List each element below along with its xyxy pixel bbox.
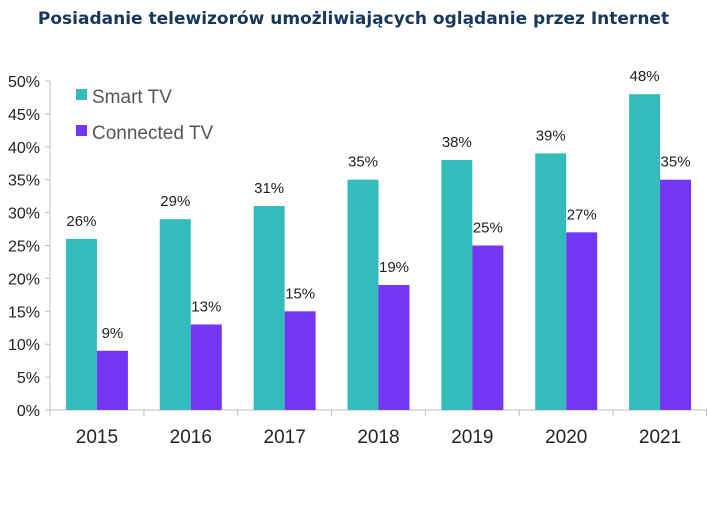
bar-connected-tv-2019 (472, 245, 504, 410)
legend-label: Smart TV (92, 87, 172, 108)
bar-connected-tv-2015 (96, 350, 128, 410)
data-label: 29% (160, 193, 190, 210)
bar-smart-tv-2019 (441, 159, 473, 410)
y-tick-label: 0% (17, 403, 40, 420)
bar-smart-tv-2016 (159, 219, 191, 410)
data-label: 48% (630, 68, 660, 85)
x-tick-label: 2020 (545, 427, 587, 448)
data-label: 31% (254, 180, 284, 197)
data-label: 27% (567, 206, 597, 223)
legend-swatch (76, 125, 87, 136)
legend-swatch (76, 89, 87, 100)
data-label: 15% (285, 285, 315, 302)
y-tick-label: 25% (8, 239, 40, 256)
x-tick-label: 2017 (264, 427, 306, 448)
bar-connected-tv-2020 (566, 232, 598, 410)
bar-smart-tv-2021 (629, 94, 661, 410)
bar-smart-tv-2015 (65, 238, 97, 410)
data-label: 39% (536, 127, 566, 144)
y-tick-label: 5% (17, 370, 40, 387)
x-tick-label: 2021 (639, 427, 681, 448)
y-tick-label: 40% (8, 140, 40, 157)
x-tick-label: 2019 (451, 427, 493, 448)
bar-connected-tv-2018 (378, 284, 410, 410)
chart-title: Posiadanie telewizorów umożliwiających o… (37, 9, 670, 29)
y-tick-label: 50% (8, 74, 40, 91)
bar-smart-tv-2018 (347, 179, 379, 410)
bar-connected-tv-2016 (190, 324, 222, 410)
data-label: 35% (348, 154, 378, 171)
bar-smart-tv-2017 (253, 206, 285, 410)
data-label: 25% (473, 220, 503, 237)
legend: Smart TV Connected TV (76, 87, 213, 144)
x-tick-label: 2018 (357, 427, 399, 448)
x-tick-label: 2016 (170, 427, 212, 448)
y-tick-label: 10% (8, 337, 40, 354)
bars (65, 94, 692, 410)
x-tick-label: 2015 (76, 427, 118, 448)
data-labels: 26% 9% 29% 13% 31% 15% 35% 19% 38% 25% 39% 27% 48% 35… (66, 68, 690, 342)
bar-smart-tv-2020 (535, 153, 567, 410)
legend-label: Connected TV (92, 123, 213, 144)
data-label: 26% (66, 213, 96, 230)
y-axis: 0% 5% 10% 15% 20% 25% 30% 35% 40% 45% 50% (8, 74, 51, 420)
y-tick-label: 45% (8, 107, 40, 124)
data-label: 35% (661, 154, 691, 171)
bar-connected-tv-2021 (660, 179, 692, 410)
data-label: 19% (379, 259, 409, 276)
y-tick-label: 20% (8, 271, 40, 288)
data-label: 13% (191, 298, 221, 315)
y-tick-label: 35% (8, 173, 40, 190)
x-axis: 2015 2016 2017 2018 2019 2020 2021 (49, 409, 707, 448)
data-label: 38% (442, 134, 472, 151)
y-tick-label: 15% (8, 304, 40, 321)
bar-connected-tv-2017 (284, 311, 316, 410)
data-label: 9% (102, 325, 124, 342)
y-tick-label: 30% (8, 206, 40, 223)
